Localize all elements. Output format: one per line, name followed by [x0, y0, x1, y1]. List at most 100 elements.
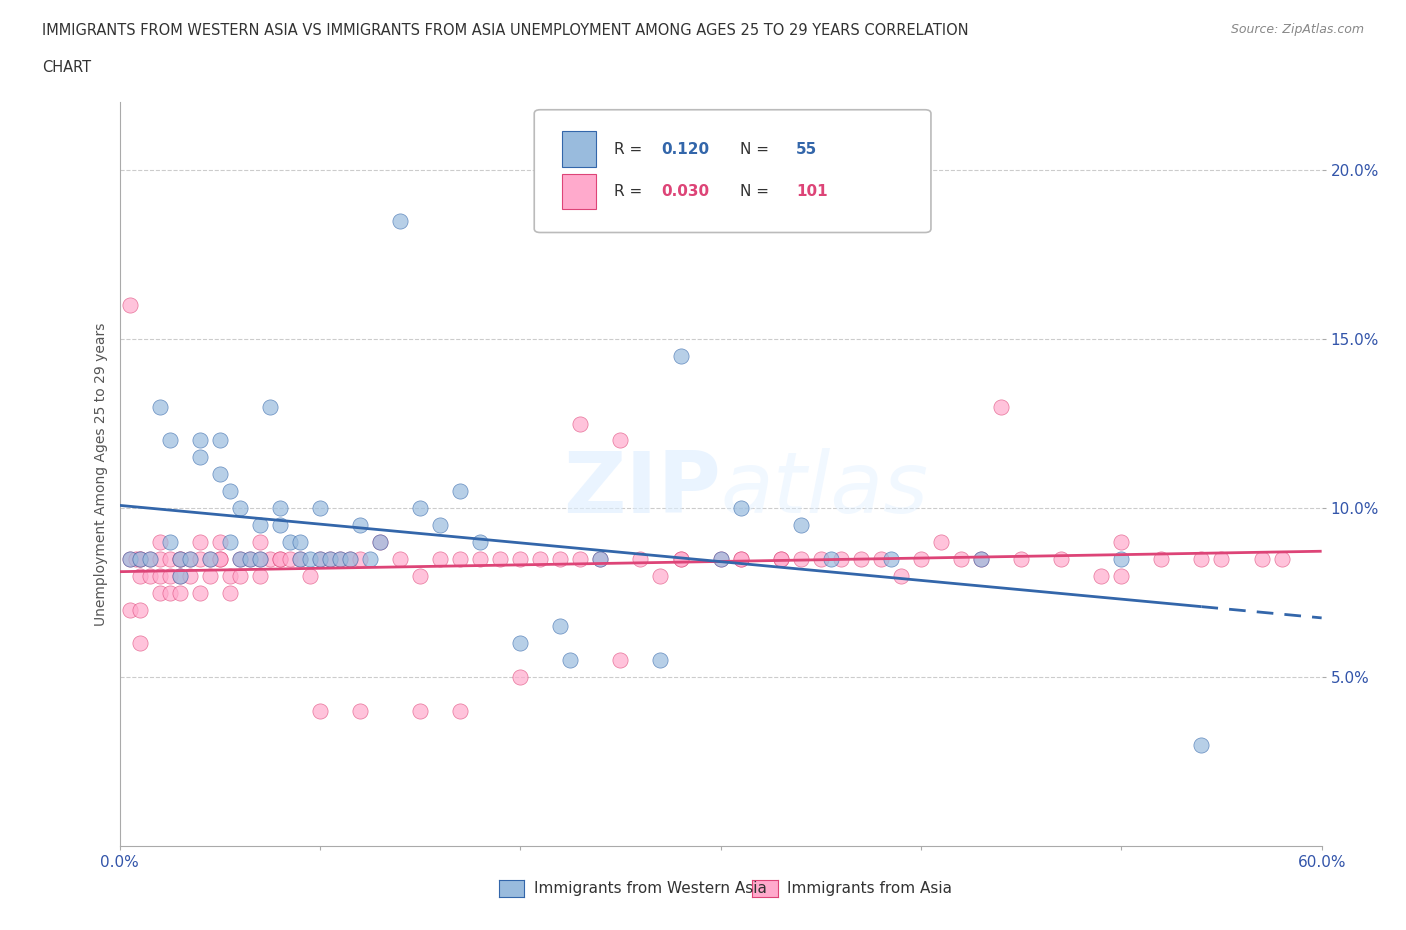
Point	[368, 535, 391, 550]
Text: 0.120: 0.120	[662, 141, 710, 156]
Point	[118, 298, 141, 312]
Point	[198, 551, 221, 566]
Point	[1111, 568, 1133, 583]
Point	[910, 551, 932, 566]
Point	[388, 551, 412, 566]
Point	[1250, 551, 1272, 566]
Point	[124, 551, 146, 566]
Point	[489, 551, 512, 566]
Point	[269, 551, 291, 566]
Point	[128, 551, 150, 566]
Point	[449, 551, 471, 566]
Point	[509, 551, 531, 566]
Point	[468, 535, 492, 550]
Point	[239, 551, 262, 566]
Point	[278, 551, 301, 566]
Point	[368, 535, 391, 550]
Point	[669, 551, 692, 566]
Text: 0.030: 0.030	[662, 184, 710, 199]
Point	[550, 551, 572, 566]
Point	[790, 551, 813, 566]
Point	[208, 433, 231, 448]
Point	[269, 500, 291, 515]
Point	[950, 551, 973, 566]
Point	[730, 551, 752, 566]
Y-axis label: Unemployment Among Ages 25 to 29 years: Unemployment Among Ages 25 to 29 years	[94, 323, 108, 626]
Point	[529, 551, 551, 566]
Point	[509, 670, 531, 684]
Point	[709, 551, 731, 566]
Point	[1150, 551, 1173, 566]
Point	[128, 636, 150, 651]
Point	[830, 551, 852, 566]
Point	[188, 585, 211, 600]
Point	[669, 551, 692, 566]
Point	[609, 653, 631, 668]
Text: 101: 101	[796, 184, 828, 199]
Point	[118, 602, 141, 617]
Point	[970, 551, 993, 566]
Text: atlas: atlas	[720, 447, 928, 531]
Point	[149, 399, 172, 414]
Point	[810, 551, 832, 566]
Point	[929, 535, 952, 550]
Point	[249, 518, 271, 533]
Point	[409, 500, 432, 515]
Point	[138, 568, 160, 583]
Point	[188, 433, 211, 448]
Text: Immigrants from Asia: Immigrants from Asia	[787, 881, 952, 896]
Point	[169, 551, 191, 566]
Point	[128, 602, 150, 617]
Point	[269, 518, 291, 533]
Point	[269, 551, 291, 566]
Text: 55: 55	[796, 141, 817, 156]
Point	[278, 535, 301, 550]
Point	[188, 551, 211, 566]
Point	[730, 500, 752, 515]
Point	[560, 653, 582, 668]
Point	[970, 551, 993, 566]
Point	[179, 551, 201, 566]
Point	[249, 551, 271, 566]
Point	[239, 551, 262, 566]
Point	[159, 551, 181, 566]
Point	[228, 551, 252, 566]
Point	[319, 551, 342, 566]
FancyBboxPatch shape	[534, 110, 931, 232]
Point	[769, 551, 792, 566]
Text: N =: N =	[740, 141, 773, 156]
Point	[869, 551, 893, 566]
Point	[228, 500, 252, 515]
Point	[349, 518, 371, 533]
Point	[208, 535, 231, 550]
Text: ZIP: ZIP	[562, 447, 720, 531]
Point	[339, 551, 361, 566]
Point	[169, 585, 191, 600]
Point	[309, 551, 332, 566]
Bar	[562, 131, 596, 167]
Point	[339, 551, 361, 566]
Point	[329, 551, 352, 566]
Point	[149, 551, 172, 566]
Point	[198, 551, 221, 566]
Point	[228, 568, 252, 583]
Point	[118, 551, 141, 566]
Point	[159, 568, 181, 583]
Text: Immigrants from Western Asia: Immigrants from Western Asia	[534, 881, 768, 896]
Point	[218, 535, 240, 550]
Point	[169, 551, 191, 566]
Point	[329, 551, 352, 566]
Point	[298, 568, 321, 583]
Point	[569, 416, 592, 431]
Point	[288, 535, 311, 550]
Point	[429, 518, 451, 533]
Point	[138, 551, 160, 566]
Point	[359, 551, 381, 566]
Point	[849, 551, 872, 566]
Point	[138, 551, 160, 566]
Point	[890, 568, 912, 583]
Point	[349, 704, 371, 719]
Point	[1191, 551, 1213, 566]
Point	[298, 551, 321, 566]
Text: R =: R =	[613, 141, 647, 156]
